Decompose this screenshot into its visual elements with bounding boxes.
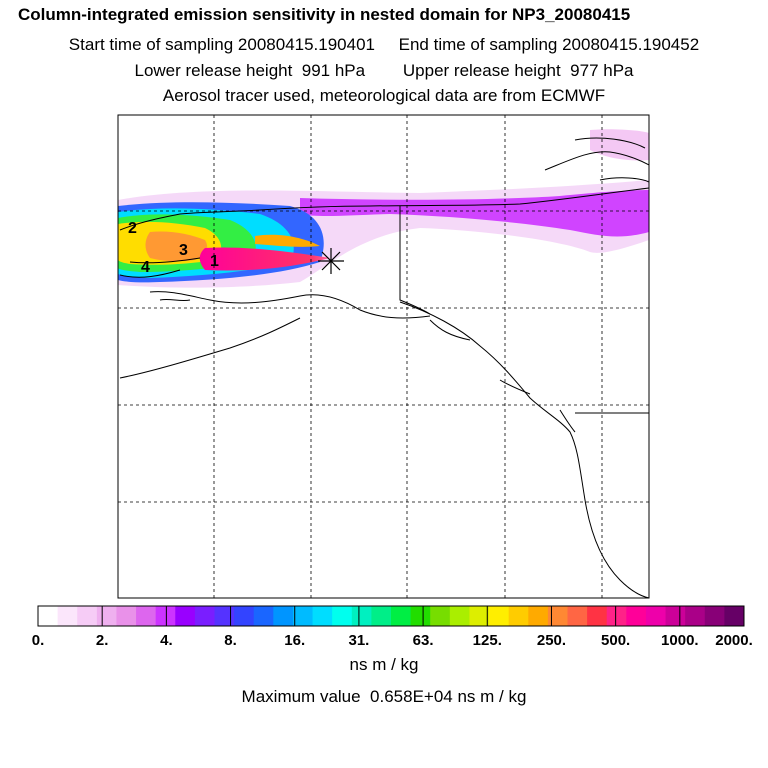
colorbar-frame <box>37 605 745 627</box>
colorbar-cell <box>371 606 392 626</box>
colorbar-cell <box>136 606 157 626</box>
colorbar-tick-label: 8. <box>224 632 237 649</box>
map-label-3: 3 <box>179 242 188 259</box>
colorbar-units: ns m / kg <box>349 655 419 674</box>
colorbar-cell <box>410 606 431 626</box>
receptor-star-icon <box>318 248 344 274</box>
colorbar-cell <box>175 606 196 626</box>
colorbar-cell <box>645 606 667 626</box>
release-height-line: Lower release height 991 hPa Upper relea… <box>134 61 634 80</box>
sensitivity-plume-core <box>199 247 330 271</box>
coastlines <box>119 137 649 598</box>
colorbar-cell <box>469 606 490 626</box>
sampling-time-line: Start time of sampling 20080415.190401 E… <box>68 35 700 54</box>
colorbar-cell <box>214 606 235 626</box>
colorbar-cell <box>606 606 627 626</box>
colorbar-cell <box>351 606 372 626</box>
map-label-2: 2 <box>128 220 137 237</box>
colorbar-tick-label: 125. <box>472 632 502 649</box>
colorbar-cell <box>489 606 510 626</box>
colorbar-tick-label: 31. <box>348 632 370 649</box>
colorbar-cell <box>77 606 98 626</box>
map-label-1: 1 <box>210 253 219 270</box>
bc-islands <box>429 319 576 433</box>
maximum-value-line: Maximum value 0.658E+04 ns m / kg <box>241 687 527 706</box>
arctic-islands <box>544 137 649 183</box>
alaska-canada-border <box>399 206 431 315</box>
aleutian-chain <box>119 298 301 379</box>
colorbar-cell <box>391 606 412 626</box>
colorbar-cell <box>332 606 353 626</box>
colorbar-cell <box>253 606 274 626</box>
colorbar-tick-label: 63. <box>412 632 434 649</box>
colorbar-tick-label: 500. <box>601 632 631 649</box>
colorbar-cell <box>234 606 255 626</box>
colorbar-tick-label: 2. <box>95 632 109 649</box>
sensitivity-field-orange <box>145 231 208 262</box>
alaska-peninsula-coastline <box>119 257 431 319</box>
map-frame <box>117 114 650 599</box>
colorbar-cell <box>96 606 117 626</box>
colorbar-cell <box>567 606 588 626</box>
colorbar-cell <box>38 606 59 626</box>
colorbar-cell <box>626 606 647 626</box>
colorbar-cell <box>665 606 686 626</box>
colorbar-cell <box>273 606 294 626</box>
alaska-coastline <box>119 187 649 231</box>
colorbar-cell <box>508 606 529 626</box>
colorbar-cell <box>57 606 78 626</box>
colorbar-cell <box>312 606 333 626</box>
colorbar-cell <box>155 606 176 626</box>
colorbar-tick-label: 16. <box>284 632 306 649</box>
canada-coastline <box>399 301 649 598</box>
colorbar-tick-label: 1000. <box>661 632 699 649</box>
colorbar-cell <box>430 606 451 626</box>
colorbar-cell <box>587 606 608 626</box>
map-gridlines <box>118 115 649 598</box>
plot-title: Column-integrated emission sensitivity i… <box>18 5 631 24</box>
sensitivity-field-upper-magenta <box>590 129 649 161</box>
sensitivity-plume-halo <box>255 234 320 247</box>
map-field <box>118 129 649 288</box>
colorbar-cell <box>547 606 568 626</box>
colorbar-cells <box>38 606 745 626</box>
tracer-line: Aerosol tracer used, meteorological data… <box>162 86 606 105</box>
colorbar-tick-label: 0. <box>31 632 45 649</box>
colorbar-tick-label: 2000. <box>715 632 753 649</box>
colorbar-tick-label: 250. <box>536 632 567 649</box>
colorbar-cell <box>685 606 706 626</box>
colorbar-tick-label: 4. <box>160 632 173 649</box>
colorbar-dividers <box>101 606 681 626</box>
map-label-4: 4 <box>141 259 150 276</box>
colorbar-cell <box>292 606 314 626</box>
colorbar-cell <box>724 606 745 626</box>
colorbar-cell <box>449 606 470 626</box>
colorbar-cell <box>528 606 549 626</box>
colorbar-cell <box>116 606 137 626</box>
colorbar-cell <box>704 606 725 626</box>
sensitivity-field-violet <box>300 190 649 237</box>
colorbar-cell <box>194 606 215 626</box>
